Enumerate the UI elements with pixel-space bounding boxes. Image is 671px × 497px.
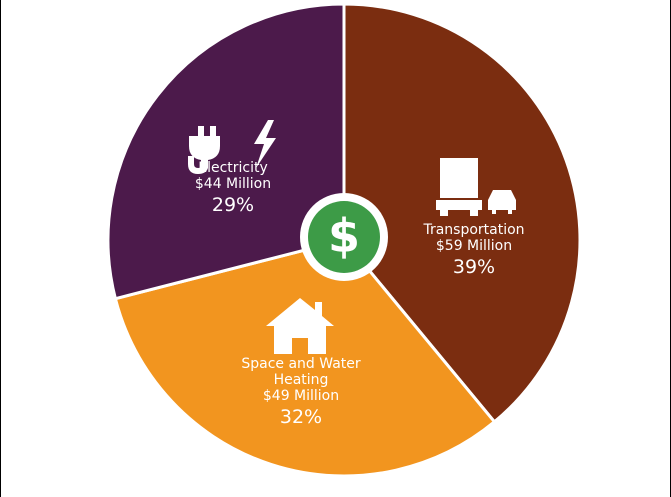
category-label: Space and Water Heating	[241, 356, 361, 388]
amount-label: $44 Million	[194, 176, 272, 192]
category-label: Electricity	[198, 160, 268, 176]
pie-slice	[106, 2, 346, 301]
bolt-icon	[254, 120, 276, 168]
center-label: $	[328, 209, 360, 263]
category-label: Transportation	[423, 222, 525, 238]
house-icon	[266, 298, 334, 354]
plug-icon	[188, 126, 220, 174]
slice-label: Transportation $59 Million 39%	[399, 222, 549, 280]
truck-icon	[436, 158, 482, 216]
slice-label: Space and Water Heating $49 Million 32%	[226, 356, 376, 430]
icons	[188, 120, 516, 354]
percent-label: 39%	[452, 256, 496, 278]
percent-label: 29%	[211, 194, 255, 216]
amount-label: $59 Million	[435, 238, 513, 254]
pie-slice	[113, 238, 497, 478]
pie-slice	[342, 2, 582, 424]
car-icon	[488, 190, 516, 214]
slice-label: Electricity $44 Million 29%	[158, 160, 308, 218]
center-circle	[308, 201, 380, 273]
percent-label: 32%	[279, 406, 323, 428]
amount-label: $49 Million	[262, 388, 340, 404]
